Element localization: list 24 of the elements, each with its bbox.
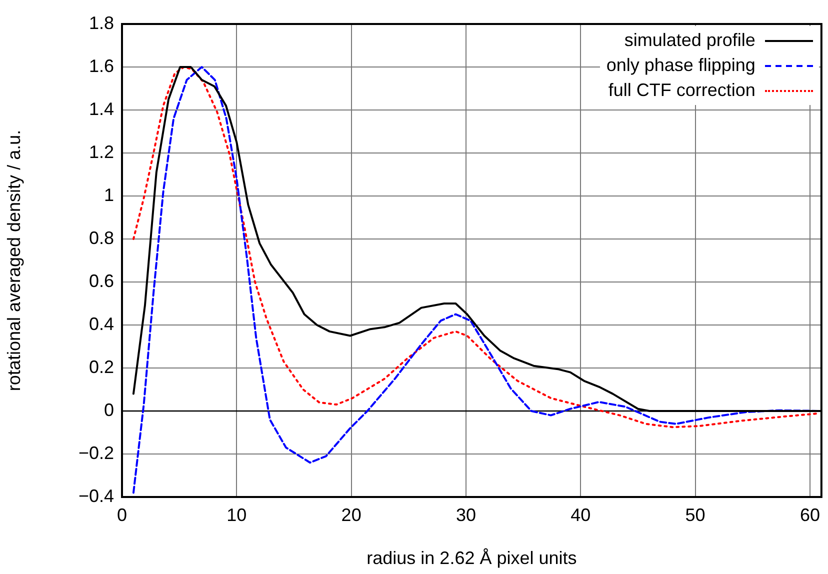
y-tick-label: 1.8 [88,12,114,33]
x-tick-label: 20 [341,504,362,525]
y-tick-label: 1.6 [88,56,114,76]
x-tick-label: 60 [800,504,820,525]
x-tick-label: 50 [685,504,706,525]
y-tick-label: 0.6 [88,270,114,291]
y-tick-label: 0 [104,400,114,420]
y-axis-title: rotational averaged density / a.u. [4,130,24,392]
y-tick-label: 0.8 [88,228,114,248]
x-tick-label: 10 [226,504,247,525]
y-tick-label: −0.2 [78,442,114,463]
legend-label: only phase flipping [606,54,756,77]
x-tick-label: 30 [456,504,476,525]
x-axis-title: radius in 2.62 Å pixel units [366,548,577,568]
y-tick-label: 0.2 [88,356,114,377]
y-tick-label: 0.4 [88,314,114,334]
x-tick-label: 40 [570,504,591,525]
x-tick-label: 0 [116,504,128,525]
y-tick-label: −0.4 [78,486,114,506]
legend-label: full CTF correction [608,79,756,102]
legend-label: simulated profile [624,29,756,52]
y-tick-label: 1.2 [88,142,114,162]
y-tick-label: 1 [104,184,114,205]
y-tick-label: 1.4 [88,98,114,119]
